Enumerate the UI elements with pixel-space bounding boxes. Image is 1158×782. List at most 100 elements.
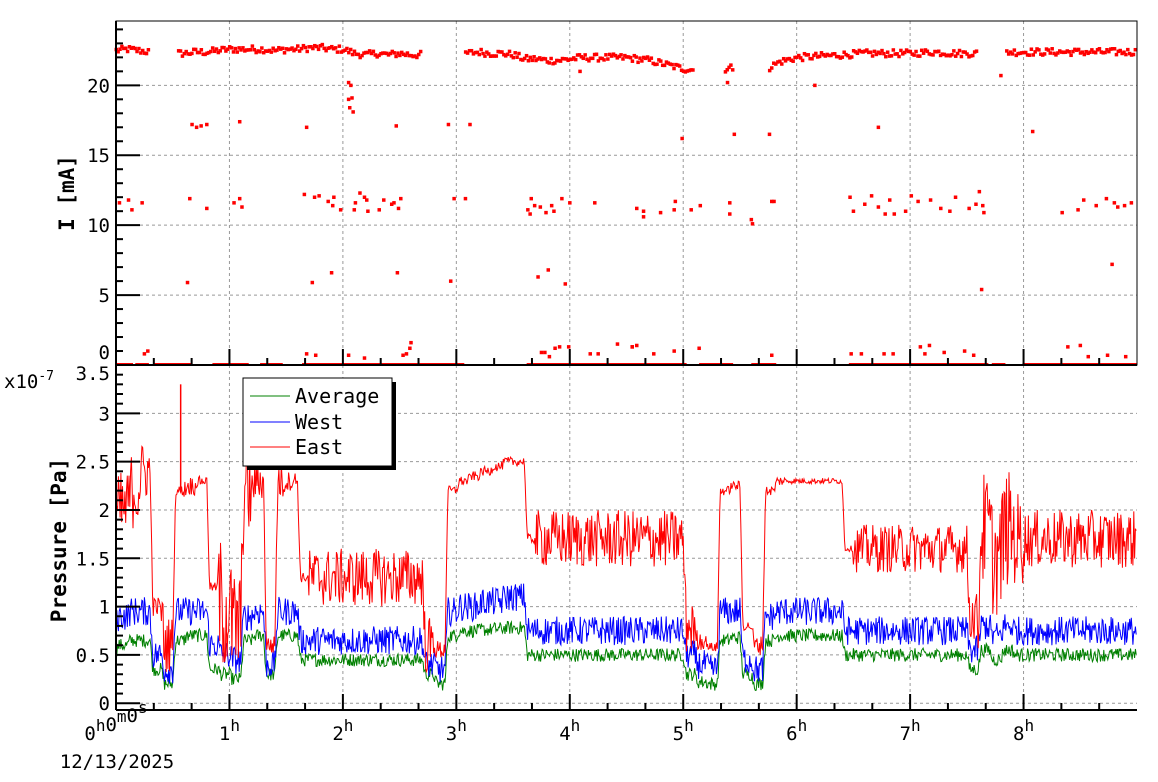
current-point (974, 49, 979, 53)
current-point (1018, 51, 1022, 56)
current-point (904, 48, 909, 52)
pressure-series-west (115, 583, 1137, 684)
current-point (539, 350, 544, 355)
current-point (869, 194, 874, 198)
current-point (301, 43, 306, 48)
current-point (337, 44, 342, 48)
current-point (392, 201, 396, 205)
current-point (286, 47, 291, 52)
current-point (496, 49, 500, 54)
current-point (394, 124, 399, 128)
current-point (180, 54, 185, 58)
x-tick-label: 7h (900, 716, 921, 745)
current-point (936, 49, 941, 53)
current-point (891, 352, 895, 356)
current-point (642, 55, 646, 60)
current-point (463, 50, 468, 54)
current-point (415, 55, 419, 60)
current-point (906, 49, 911, 54)
current-point (1065, 49, 1070, 53)
current-point (1057, 49, 1062, 53)
current-point (927, 52, 932, 56)
pressure-plot (115, 384, 1137, 691)
current-point (192, 47, 196, 52)
current-point (969, 54, 973, 58)
current-point (511, 55, 516, 60)
current-point (689, 68, 693, 72)
current-point (849, 352, 853, 356)
current-point (184, 49, 188, 54)
current-point (1033, 50, 1037, 54)
current-point (369, 51, 374, 56)
axes (115, 20, 1138, 711)
current-point (483, 54, 487, 58)
current-point (882, 352, 886, 356)
current-point (479, 47, 483, 52)
x-tick-value: 8 (1013, 723, 1024, 745)
current-point (207, 50, 211, 55)
current-point (880, 48, 884, 53)
current-point (657, 58, 661, 62)
current-point (596, 352, 600, 356)
current-point (1095, 48, 1100, 52)
current-point (1082, 52, 1087, 57)
current-point (778, 59, 782, 64)
current-point (957, 48, 962, 53)
current-point (772, 199, 776, 204)
current-point (547, 61, 551, 65)
current-point (382, 51, 387, 55)
current-point (237, 46, 241, 50)
current-point (522, 56, 527, 61)
current-point (1084, 49, 1088, 54)
current-point (256, 49, 260, 53)
current-point (1094, 203, 1098, 208)
current-y-tick-label: 10 (87, 215, 110, 237)
current-point (1116, 49, 1121, 54)
current-point (250, 44, 255, 48)
current-point (948, 209, 952, 213)
current-point (680, 136, 684, 141)
current-point (409, 340, 413, 345)
current-point (808, 56, 812, 61)
current-point (356, 52, 361, 57)
current-point (999, 73, 1003, 78)
legend: Average West East (242, 377, 396, 470)
current-point (685, 69, 690, 73)
current-point (273, 49, 277, 53)
current-point (350, 96, 354, 100)
current-point (575, 53, 580, 57)
current-point (923, 352, 927, 356)
current-point (365, 50, 370, 55)
current-point (538, 205, 543, 209)
current-point (194, 125, 199, 130)
current-point (299, 46, 304, 51)
current-point (261, 50, 266, 55)
current-point (1005, 49, 1009, 53)
current-point (1042, 52, 1047, 56)
current-point (543, 57, 548, 61)
x-tick-value: 1 (219, 723, 230, 745)
current-point (566, 58, 570, 63)
current-point (1078, 343, 1083, 348)
current-point (408, 346, 412, 351)
current-point (611, 52, 616, 56)
current-point (505, 52, 510, 57)
current-point (400, 50, 404, 55)
current-point (1025, 53, 1030, 57)
current-point (607, 52, 612, 57)
current-point (1010, 52, 1015, 56)
current-point (252, 47, 257, 52)
current-point (269, 50, 274, 54)
current-point (471, 52, 476, 56)
x-tick-unit: m (117, 707, 127, 726)
current-point (282, 51, 287, 55)
current-point (1031, 53, 1036, 57)
current-point (832, 52, 837, 56)
current-point (666, 61, 671, 65)
current-point (1109, 47, 1113, 51)
current-point (125, 49, 130, 54)
current-point (185, 280, 190, 285)
current-point (1099, 50, 1104, 54)
current-point (1006, 52, 1011, 56)
current-point (553, 346, 557, 351)
